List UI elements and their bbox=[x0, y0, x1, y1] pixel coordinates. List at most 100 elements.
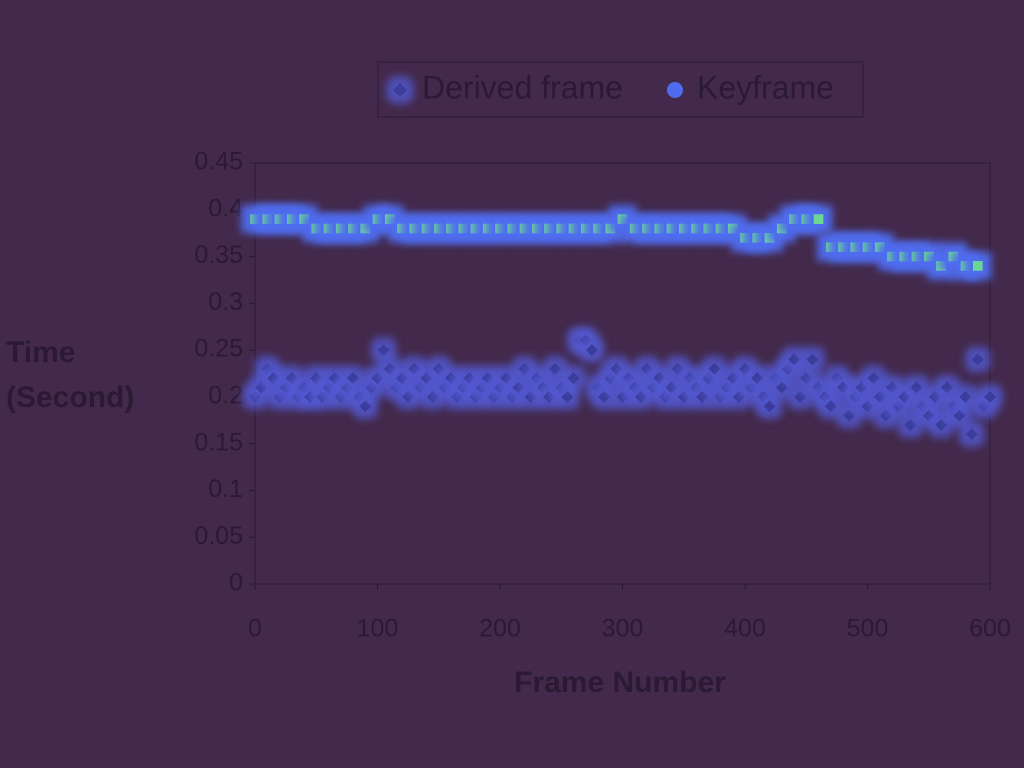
point bbox=[384, 214, 395, 224]
point bbox=[446, 223, 456, 234]
point bbox=[470, 223, 481, 234]
point bbox=[948, 251, 959, 262]
point bbox=[299, 214, 309, 224]
point bbox=[665, 381, 678, 394]
point bbox=[304, 390, 317, 403]
point bbox=[598, 390, 611, 403]
point bbox=[971, 353, 984, 366]
point bbox=[475, 381, 488, 394]
point bbox=[683, 372, 696, 385]
point bbox=[622, 372, 635, 385]
point bbox=[960, 261, 971, 271]
point bbox=[408, 362, 421, 375]
point bbox=[389, 381, 402, 394]
point bbox=[628, 381, 641, 394]
point bbox=[585, 344, 598, 357]
y-tick-label: 0.05 bbox=[194, 522, 243, 550]
point bbox=[592, 381, 604, 394]
point bbox=[757, 390, 770, 403]
point bbox=[708, 362, 721, 375]
point bbox=[286, 214, 297, 224]
point bbox=[458, 223, 469, 234]
y-tick-label: 0 bbox=[229, 569, 243, 597]
point bbox=[935, 418, 947, 431]
series-1 bbox=[250, 214, 983, 271]
series-0 bbox=[249, 334, 996, 441]
point bbox=[812, 381, 825, 394]
point bbox=[377, 344, 390, 357]
x-tick-label: 200 bbox=[479, 615, 521, 643]
point bbox=[567, 372, 580, 385]
point bbox=[262, 214, 273, 224]
point bbox=[849, 390, 862, 403]
point bbox=[335, 223, 346, 234]
point bbox=[678, 223, 689, 234]
point bbox=[634, 390, 647, 403]
point bbox=[421, 223, 432, 234]
y-tick-label: 0.25 bbox=[194, 335, 243, 363]
point bbox=[536, 381, 549, 394]
point bbox=[353, 390, 366, 403]
point bbox=[414, 381, 427, 394]
point bbox=[605, 223, 616, 234]
legend-label: Keyframe bbox=[697, 69, 834, 105]
point bbox=[861, 400, 874, 413]
point bbox=[451, 390, 464, 403]
point bbox=[928, 390, 941, 403]
point bbox=[923, 251, 934, 262]
point bbox=[383, 362, 396, 375]
y-tick-label: 0.4 bbox=[208, 194, 243, 222]
point bbox=[360, 223, 371, 234]
point bbox=[838, 242, 848, 252]
point bbox=[544, 223, 554, 234]
point bbox=[348, 223, 358, 234]
point bbox=[573, 334, 586, 347]
point bbox=[397, 223, 407, 234]
y-axis-label: Time (Second) bbox=[6, 336, 135, 414]
point bbox=[843, 409, 856, 422]
point bbox=[739, 362, 751, 375]
point bbox=[727, 223, 738, 234]
point bbox=[610, 362, 623, 375]
point bbox=[788, 353, 800, 366]
point bbox=[249, 390, 261, 403]
point bbox=[947, 400, 960, 413]
point bbox=[677, 390, 690, 403]
point bbox=[543, 390, 555, 403]
point bbox=[732, 390, 745, 403]
point bbox=[862, 242, 873, 252]
point bbox=[850, 242, 861, 252]
point bbox=[745, 381, 758, 394]
point bbox=[953, 409, 966, 422]
point bbox=[824, 400, 837, 413]
point bbox=[494, 381, 506, 394]
point bbox=[561, 390, 574, 403]
point bbox=[487, 390, 500, 403]
point bbox=[892, 400, 905, 413]
point bbox=[365, 381, 378, 394]
point bbox=[720, 381, 733, 394]
point bbox=[457, 381, 470, 394]
point bbox=[879, 409, 892, 422]
point bbox=[936, 261, 946, 271]
point bbox=[604, 372, 617, 385]
legend-box bbox=[377, 61, 864, 118]
point bbox=[617, 214, 628, 224]
point bbox=[867, 372, 880, 385]
point bbox=[776, 223, 787, 234]
point bbox=[837, 381, 849, 394]
y-tick-label: 0.35 bbox=[194, 241, 243, 269]
point bbox=[261, 362, 274, 375]
point bbox=[800, 372, 813, 385]
point bbox=[886, 381, 898, 394]
point bbox=[328, 372, 341, 385]
point bbox=[703, 223, 714, 234]
point bbox=[512, 381, 525, 394]
point bbox=[801, 214, 812, 224]
point bbox=[696, 390, 709, 403]
point bbox=[965, 428, 978, 441]
point bbox=[500, 372, 513, 385]
point bbox=[653, 372, 666, 385]
point bbox=[715, 223, 726, 234]
